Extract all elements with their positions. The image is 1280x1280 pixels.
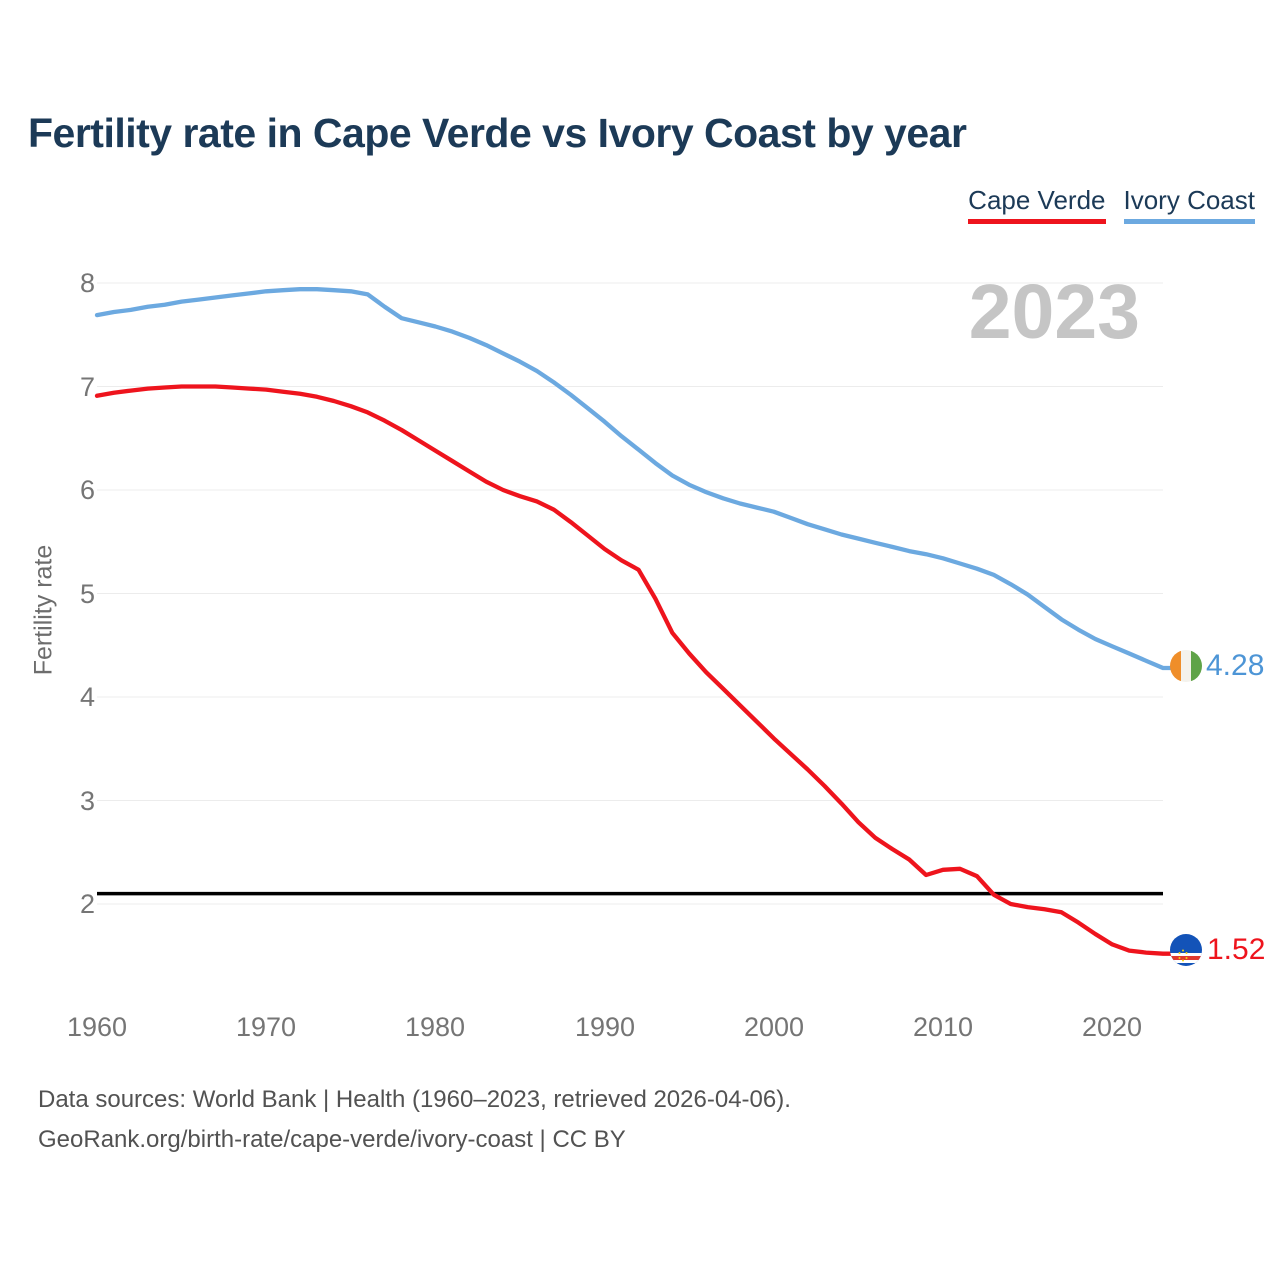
x-tick-label: 1970 [235,1012,297,1042]
series-line-cape-verde [94,384,1174,956]
attribution-note: GeoRank.org/birth-rate/cape-verde/ivory-… [38,1126,626,1153]
y-tick-label: 8 [79,268,95,298]
legend-underline-cape-verde [968,219,1106,224]
x-tick-label: 2010 [912,1012,974,1042]
legend-label-cape-verde: Cape Verde [968,185,1106,215]
y-tick-label: 4 [79,682,95,712]
data-sources-note: Data sources: World Bank | Health (1960–… [38,1086,791,1113]
legend-label-ivory-coast: Ivory Coast [1123,185,1256,215]
x-tick-label: 2000 [743,1012,805,1042]
legend-item-ivory-coast[interactable]: Ivory Coast [1123,185,1256,224]
watermark-year: 2023 [968,269,1140,355]
legend-underline-ivory-coast [1123,219,1255,224]
x-tick-label: 1960 [66,1012,128,1042]
cape-verde-flag-icon [1170,934,1202,966]
end-value-ivory-coast: 4.28 [1206,649,1265,682]
legend-item-cape-verde[interactable]: Cape Verde [968,185,1106,224]
y-tick-label: 7 [79,372,95,402]
y-tick-label: 3 [79,786,95,816]
y-tick-label: 2 [79,889,95,919]
series-line-ivory-coast [94,287,1174,671]
legend: Cape Verde Ivory Coast [968,185,1255,224]
y-tick-label: 5 [79,579,95,609]
ivory-coast-flag-icon [1170,650,1202,682]
page-title: Fertility rate in Cape Verde vs Ivory Co… [28,110,967,156]
x-tick-label: 1990 [574,1012,636,1042]
x-tick-label: 2020 [1081,1012,1143,1042]
end-value-cape-verde: 1.52 [1207,933,1266,966]
y-tick-label: 6 [79,475,95,505]
x-tick-label: 1980 [404,1012,466,1042]
